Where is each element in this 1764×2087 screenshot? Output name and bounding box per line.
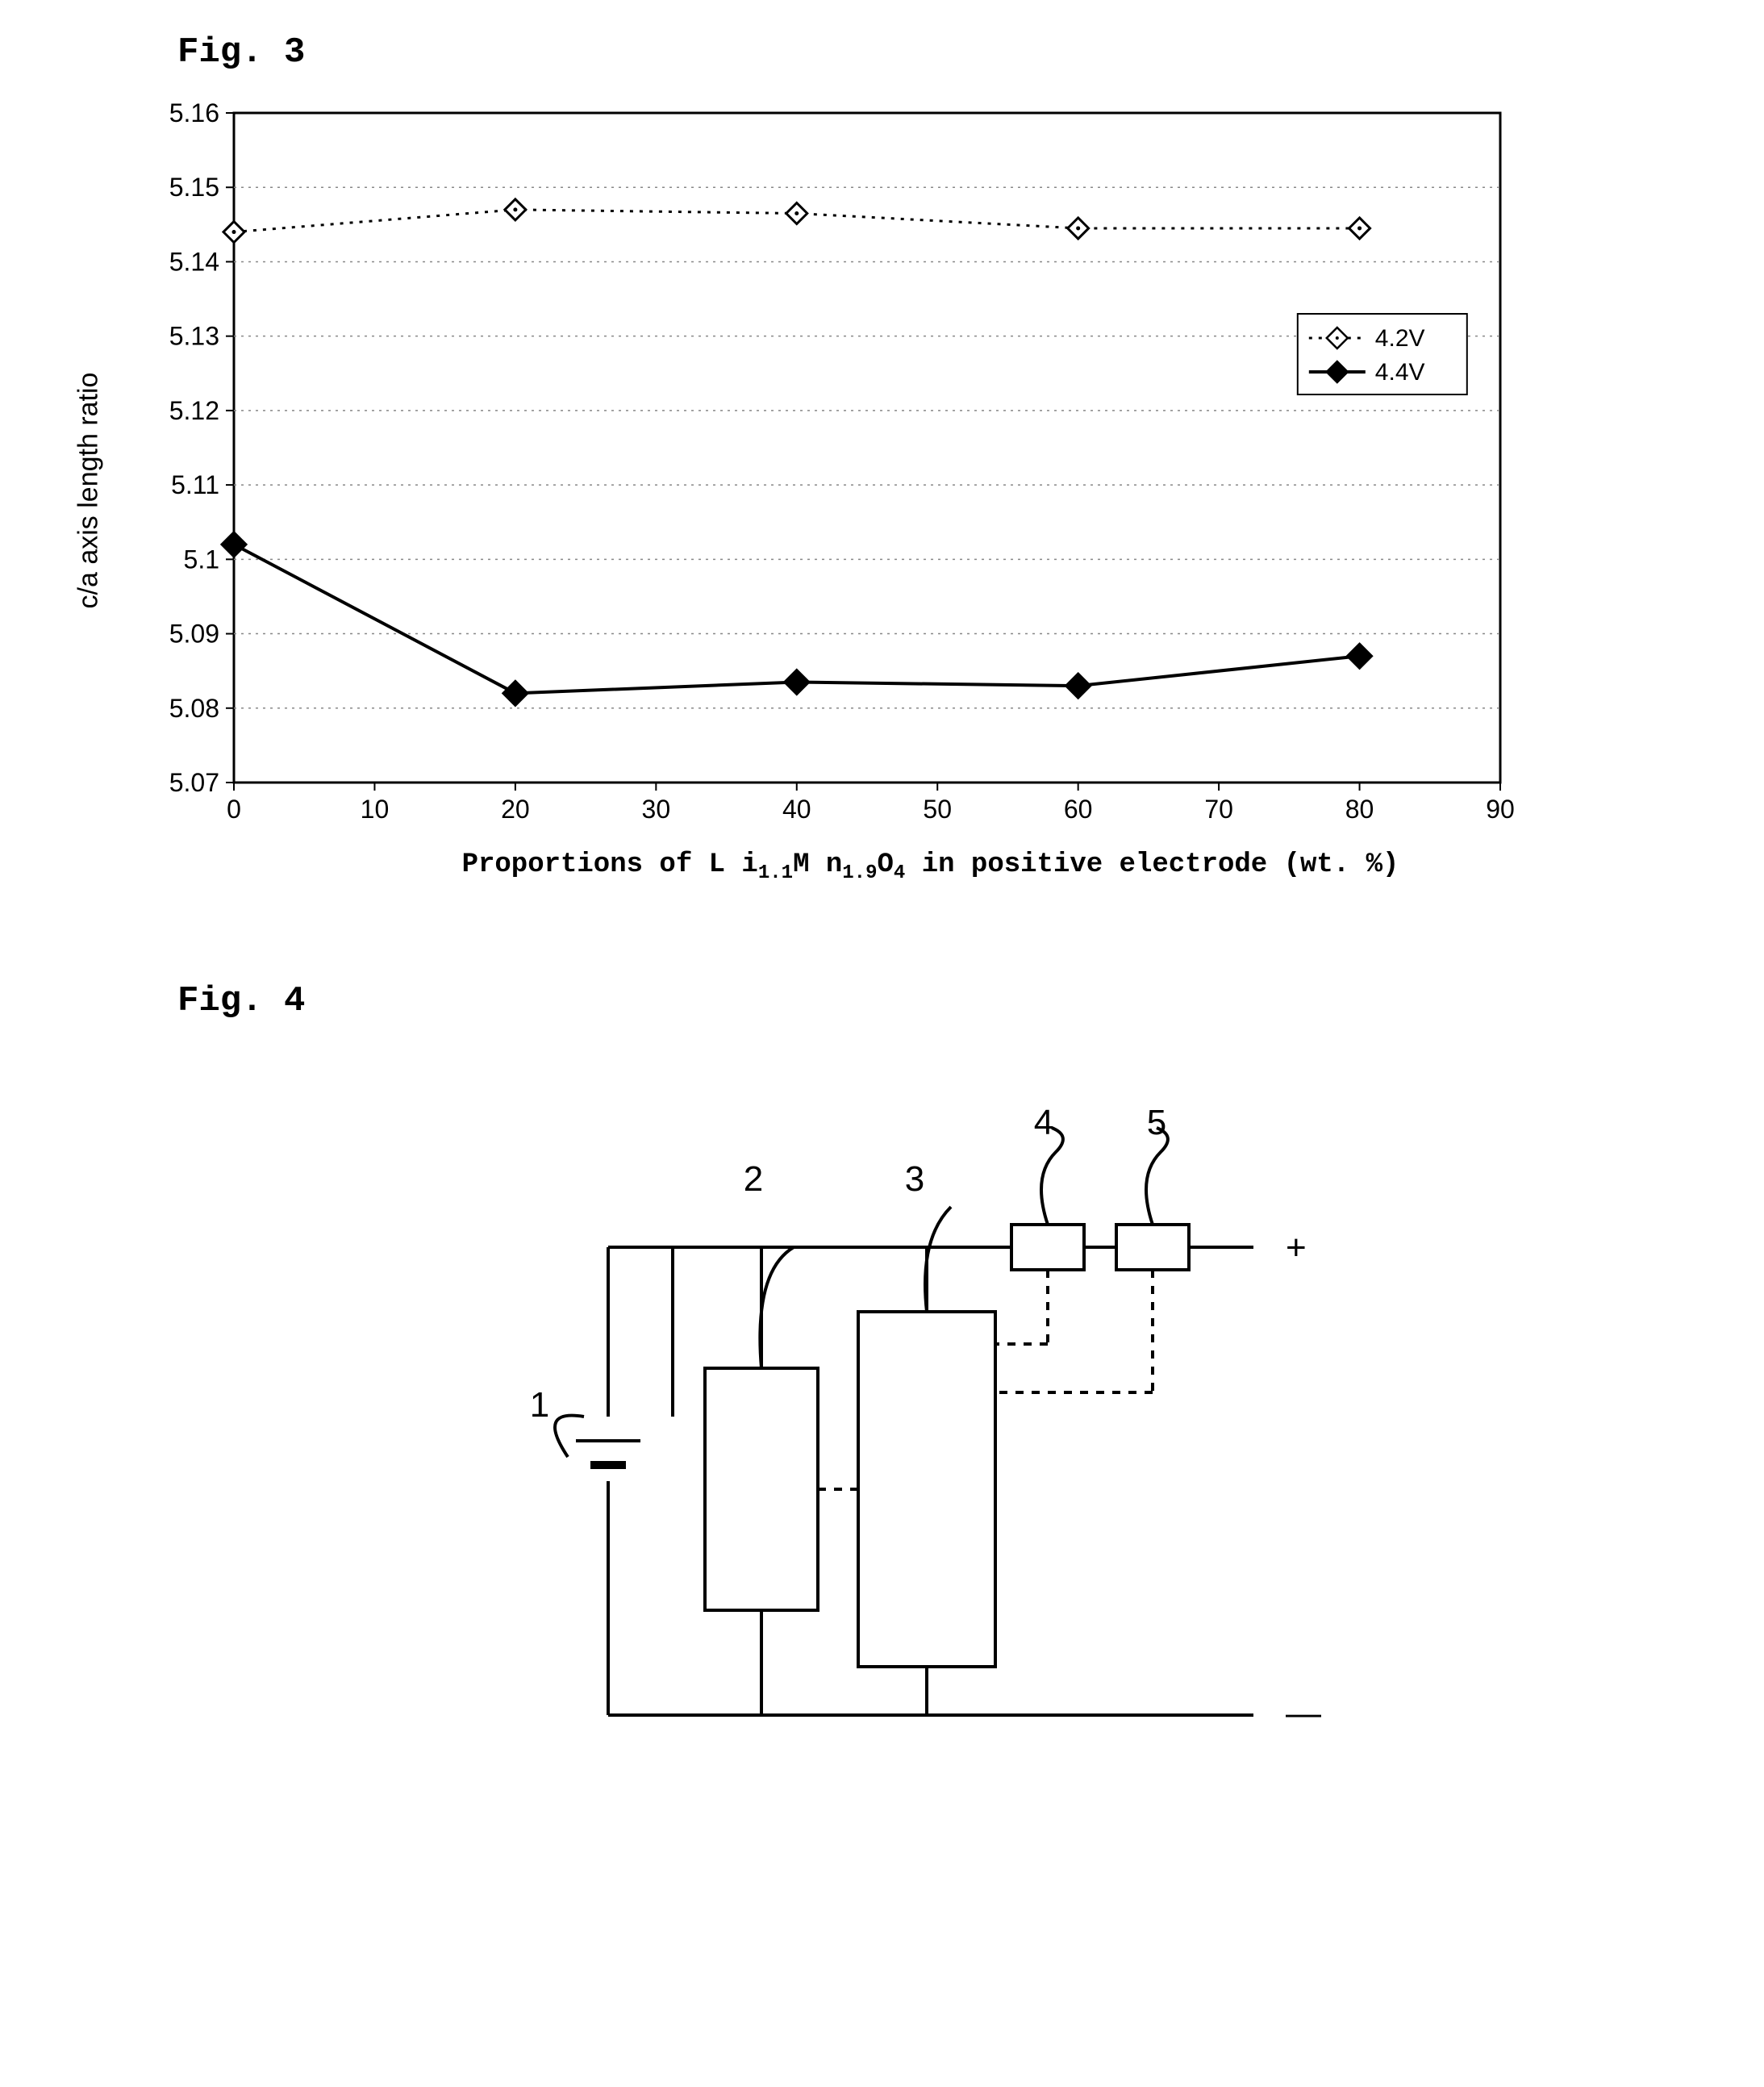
svg-text:5.08: 5.08 xyxy=(169,694,219,723)
svg-text:0: 0 xyxy=(227,795,241,824)
svg-text:5.1: 5.1 xyxy=(184,545,219,574)
svg-text:40: 40 xyxy=(782,795,811,824)
chart-svg: 5.07 5.08 5.09 5.1 5.11 5.12 5.13 5.14 5.15 5.16 0… xyxy=(129,97,1516,839)
svg-text:10: 10 xyxy=(361,795,390,824)
svg-text:5.14: 5.14 xyxy=(169,247,219,276)
svg-text:5.16: 5.16 xyxy=(169,98,219,127)
fig4-diagram: + — 1 2 3 4 5 xyxy=(32,1070,1732,1796)
svg-text:90: 90 xyxy=(1486,795,1515,824)
x-axis-label: Proportions of L i1.1M n1.9O4 in positiv… xyxy=(129,849,1732,884)
svg-text:5.15: 5.15 xyxy=(169,173,219,202)
svg-text:3: 3 xyxy=(904,1159,924,1199)
svg-text:5.13: 5.13 xyxy=(169,322,219,351)
svg-text:5: 5 xyxy=(1146,1103,1166,1142)
svg-text:50: 50 xyxy=(923,795,952,824)
svg-text:4.2V: 4.2V xyxy=(1375,325,1425,352)
svg-text:5.09: 5.09 xyxy=(169,620,219,649)
svg-text:70: 70 xyxy=(1204,795,1233,824)
svg-text:5.11: 5.11 xyxy=(171,470,219,499)
svg-text:80: 80 xyxy=(1345,795,1374,824)
fig4-label: Fig. 4 xyxy=(177,981,1732,1021)
svg-text:1: 1 xyxy=(529,1385,548,1425)
y-axis-label: c/a axis length ratio xyxy=(73,372,105,608)
svg-text:2: 2 xyxy=(743,1159,762,1199)
svg-text:5.12: 5.12 xyxy=(169,396,219,425)
diagram-svg: + — 1 2 3 4 5 xyxy=(398,1070,1366,1796)
svg-text:4: 4 xyxy=(1033,1103,1053,1142)
fig3-chart: c/a axis length ratio 5.075.085.095.15.1… xyxy=(129,97,1732,884)
svg-text:5.07: 5.07 xyxy=(169,768,219,797)
svg-text:—: — xyxy=(1286,1693,1321,1733)
svg-text:+: + xyxy=(1286,1228,1307,1267)
svg-text:60: 60 xyxy=(1064,795,1093,824)
svg-text:4.4V: 4.4V xyxy=(1375,359,1425,386)
svg-text:30: 30 xyxy=(642,795,671,824)
svg-text:20: 20 xyxy=(501,795,530,824)
fig3-label: Fig. 3 xyxy=(177,32,1732,73)
